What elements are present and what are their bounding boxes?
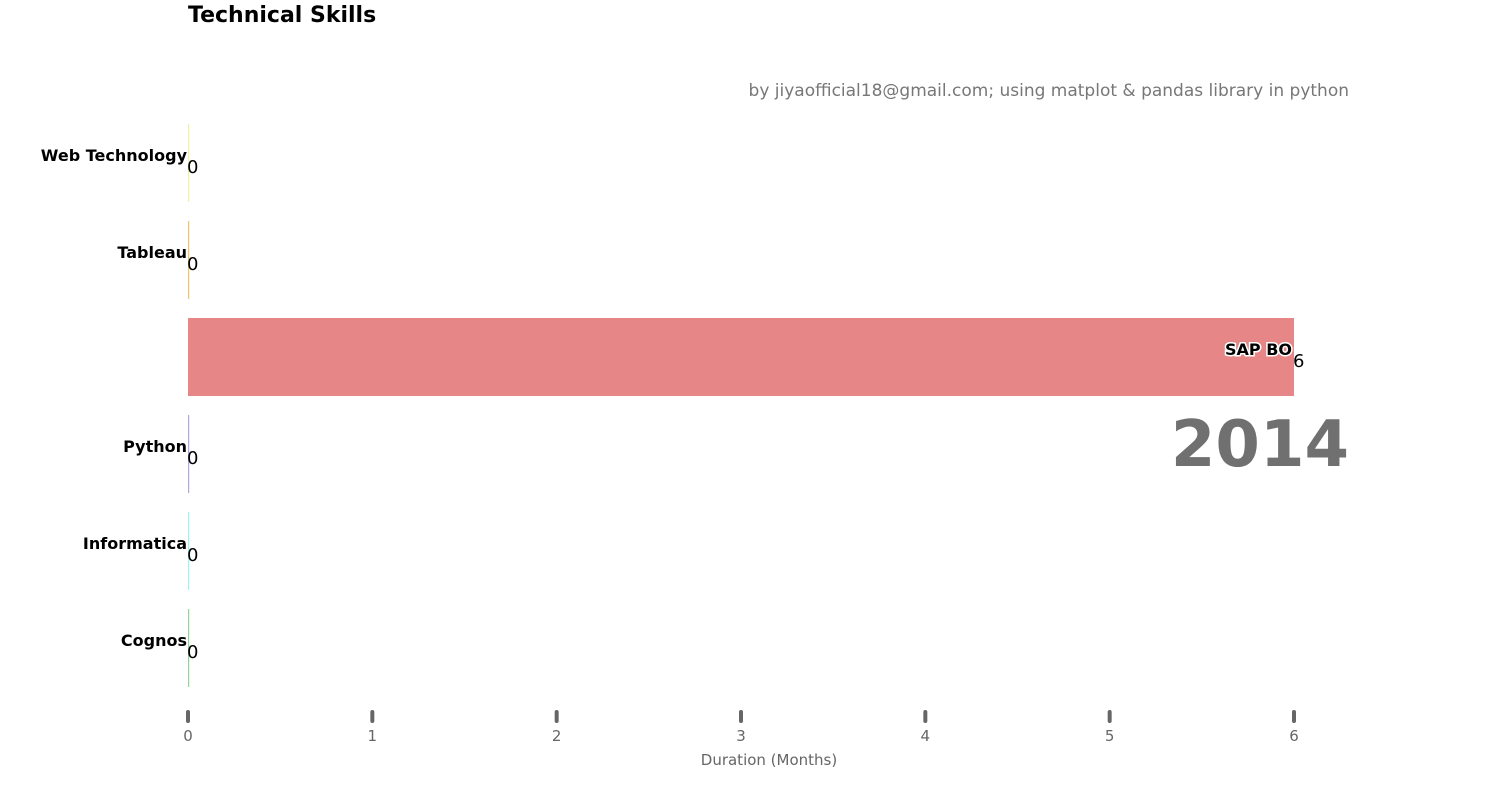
category-label: SAP BO [1225,340,1292,359]
value-label: 0 [187,157,198,178]
x-tick-label: 6 [1289,727,1299,745]
x-axis: 0 1 2 3 4 5 6 [183,710,1299,745]
x-tick-label: 4 [921,727,931,745]
chart-subtitle: by jiyaofficial18@gmail.com; using matpl… [749,81,1349,101]
x-tick-label: 3 [736,727,746,745]
category-label: Tableau [117,243,187,262]
x-axis-label: Duration (Months) [701,751,837,769]
value-label: 0 [187,448,198,469]
bars-layer [188,124,1294,687]
bar-informatica [188,512,190,590]
value-label: 6 [1293,351,1304,372]
x-tick-label: 1 [368,727,378,745]
value-label: 0 [187,254,198,275]
bar-tableau [188,221,190,299]
bar-cognos [188,609,190,687]
category-label: Web Technology [41,146,188,165]
x-tick-label: 5 [1105,727,1115,745]
bar-web-technology [188,124,190,202]
value-label: 0 [187,545,198,566]
category-label: Informatica [83,534,187,553]
x-tick-label: 0 [183,727,193,745]
value-label: 0 [187,642,198,663]
category-label: Cognos [121,631,187,650]
chart-title: Technical Skills [188,3,376,28]
bar-python [188,415,190,493]
x-tick-label: 2 [552,727,562,745]
bar-sap-bo [188,318,1294,396]
year-label: 2014 [1171,408,1349,482]
category-label: Python [123,437,187,456]
